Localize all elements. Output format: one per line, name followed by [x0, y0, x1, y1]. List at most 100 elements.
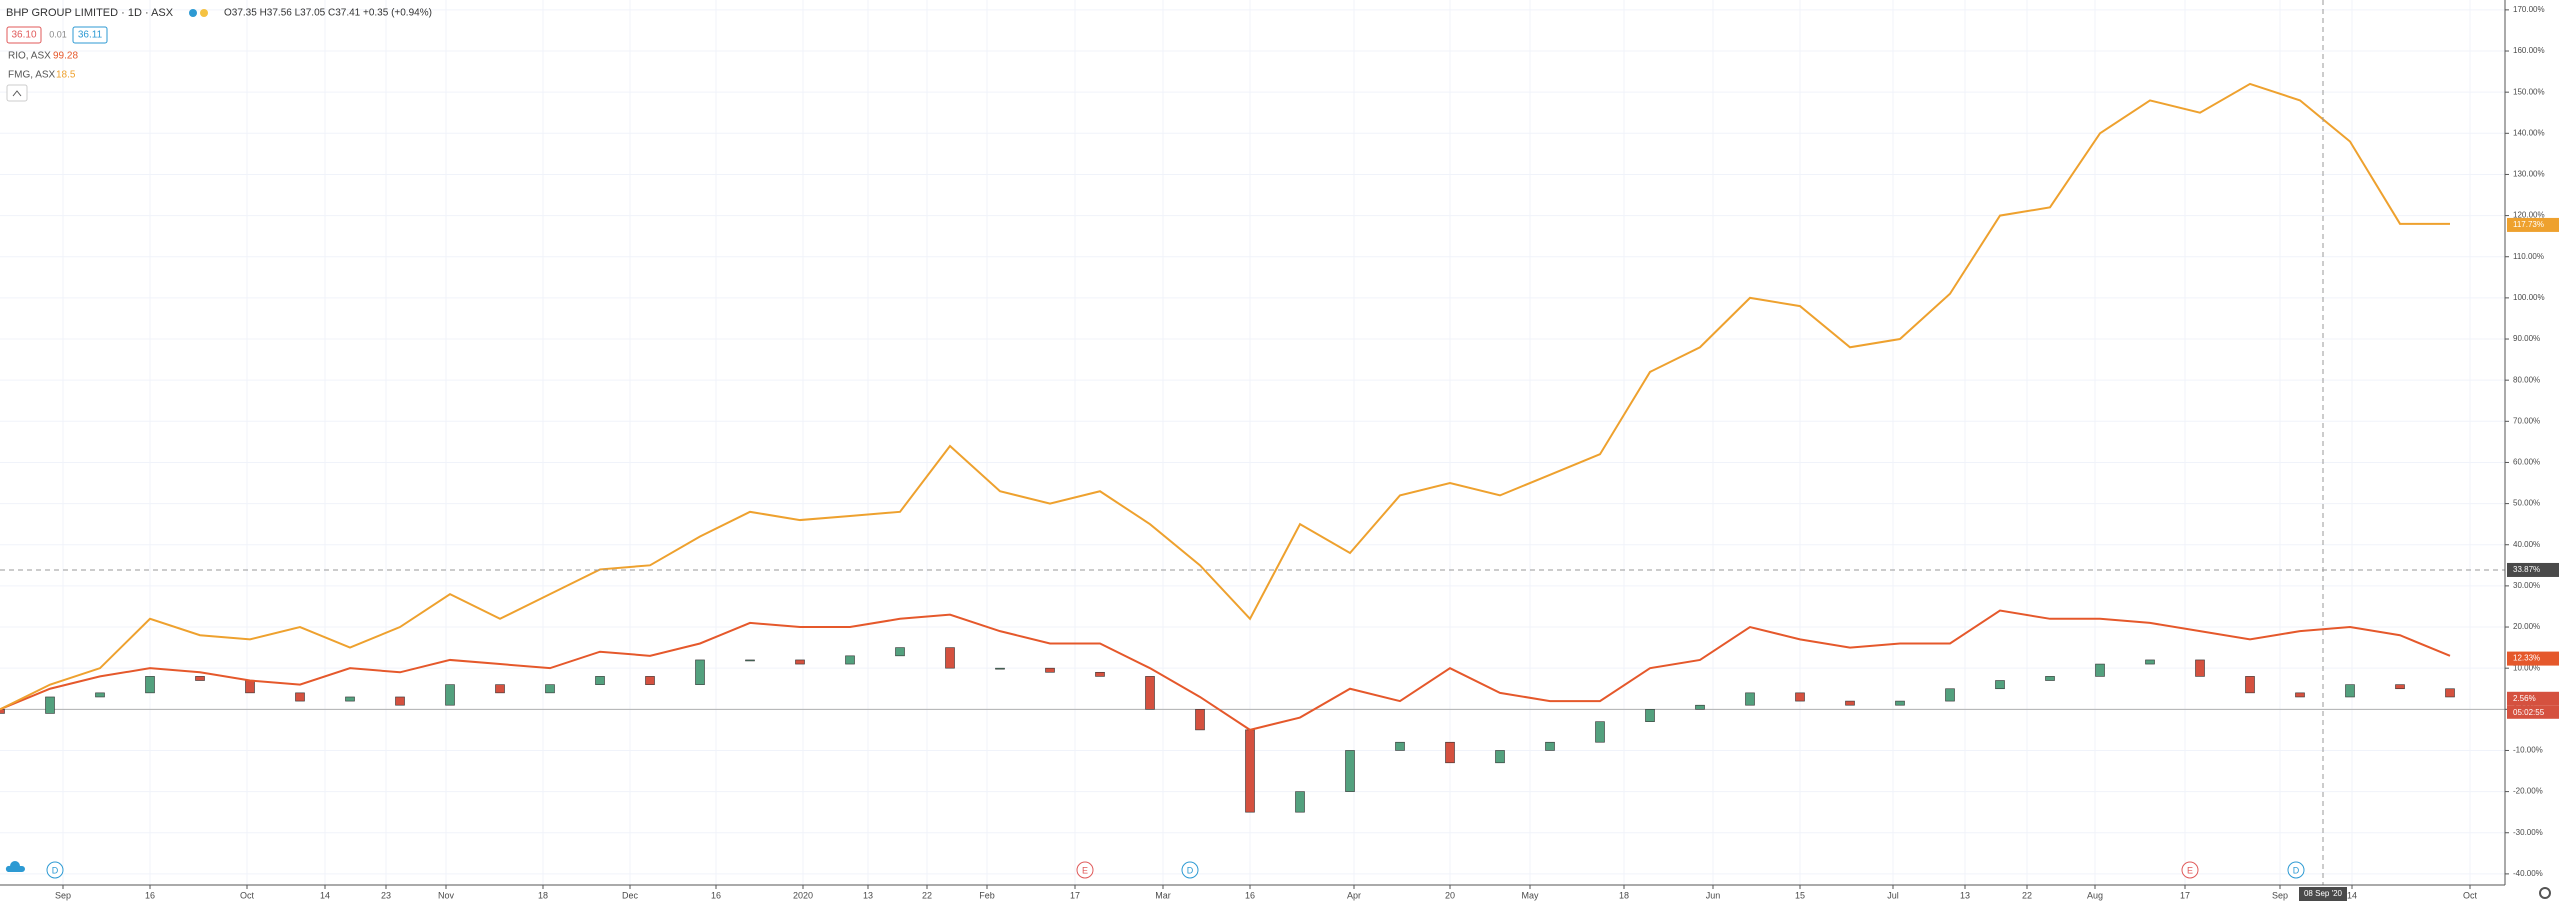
event-label[interactable]: D [2293, 865, 2300, 875]
event-marker[interactable] [1181, 861, 1199, 879]
collapse-icon[interactable] [12, 90, 22, 97]
candle [1995, 680, 2005, 690]
logo[interactable] [5, 861, 26, 872]
candle [1895, 700, 1905, 706]
countdown-badge [2507, 705, 2559, 719]
candle [2295, 692, 2305, 698]
x-tick-label: 17 [1070, 890, 1080, 900]
x-tick-label: Oct [240, 890, 255, 900]
candle [1845, 700, 1855, 706]
x-tick-label: Feb [979, 890, 995, 900]
y-tick-label: 120.00% [2513, 211, 2545, 220]
y-tick-label: 100.00% [2513, 293, 2545, 302]
x-tick-label: Oct [2463, 890, 2478, 900]
y-tick-label: 140.00% [2513, 128, 2545, 137]
candle [795, 659, 805, 665]
x-tick-label: 18 [1619, 890, 1629, 900]
crosshair-y-label: 33.87% [2513, 565, 2540, 574]
x-tick-label: 18 [538, 890, 548, 900]
last-value-badge [2507, 217, 2559, 232]
candle [2095, 663, 2105, 677]
candle [1395, 741, 1405, 751]
event-marker[interactable] [2287, 861, 2305, 879]
legend-price: 99.28 [53, 51, 78, 62]
candle [345, 696, 355, 702]
x-tick-label: 2020 [793, 890, 813, 900]
crosshair-x-label: 08 Sep '20 [2304, 889, 2343, 898]
candle [845, 655, 855, 665]
event-label[interactable]: D [1187, 865, 1194, 875]
candle [2045, 676, 2055, 681]
y-tick-label: -30.00% [2513, 828, 2543, 837]
candle [395, 696, 405, 706]
chart-title: BHP GROUP LIMITED · 1D · ASX [6, 7, 174, 19]
event-marker[interactable] [46, 861, 64, 879]
event-label[interactable]: E [1082, 865, 1088, 875]
candle [1495, 750, 1505, 764]
ask[interactable]: 36.11 [78, 30, 103, 41]
collapse-button[interactable] [6, 84, 28, 102]
countdown: 05:02:55 [2513, 708, 2545, 717]
candle [45, 696, 55, 714]
x-tick-label: Apr [1347, 890, 1361, 900]
y-tick-label: 90.00% [2513, 334, 2540, 343]
candle [945, 647, 955, 669]
y-tick-label: 20.00% [2513, 622, 2540, 631]
candle [1595, 721, 1605, 743]
x-tick-label: 13 [863, 890, 873, 900]
x-tick-label: Dec [622, 890, 639, 900]
candle [1945, 688, 1955, 702]
candle [2345, 684, 2355, 698]
event-marker[interactable] [1076, 861, 1094, 879]
x-tick-label: 20 [1445, 890, 1455, 900]
candle [645, 676, 655, 685]
last-value-label: 12.33% [2513, 654, 2540, 663]
last-value-label: 2.56% [2513, 694, 2536, 703]
y-tick-label: 60.00% [2513, 458, 2540, 467]
event-marker[interactable] [2181, 861, 2199, 879]
last-value-badge [2507, 651, 2559, 666]
candle [2195, 659, 2205, 677]
settings-icon[interactable] [2539, 887, 2551, 899]
candle [95, 692, 105, 698]
x-tick-label: 16 [1245, 890, 1255, 900]
event-label[interactable]: D [52, 865, 59, 875]
candle [445, 684, 455, 706]
candle [1345, 750, 1355, 792]
candle [0, 709, 5, 714]
candle [1645, 709, 1655, 722]
candle [145, 676, 155, 694]
candle [1445, 741, 1455, 764]
y-tick-label: -20.00% [2513, 787, 2543, 796]
y-tick-label: 80.00% [2513, 375, 2540, 384]
candle [2445, 688, 2455, 698]
x-tick-label: 22 [2022, 890, 2032, 900]
y-tick-label: 40.00% [2513, 540, 2540, 549]
candle [295, 692, 305, 702]
x-tick-label: Aug [2087, 890, 2103, 900]
candle [995, 667, 1005, 670]
candle [895, 647, 905, 657]
candle [2145, 659, 2155, 665]
y-tick-label: 30.00% [2513, 581, 2540, 590]
candle [1095, 671, 1105, 677]
candle [1195, 709, 1205, 731]
axes: -40.00%-30.00%-20.00%-10.00%0.00%10.00%2… [55, 5, 2559, 901]
event-label[interactable]: E [2187, 865, 2193, 875]
series-line [0, 609, 2451, 731]
x-tick-label: 22 [922, 890, 932, 900]
candle [695, 659, 705, 685]
x-tick-label: 16 [711, 890, 721, 900]
y-tick-label: 50.00% [2513, 499, 2540, 508]
candle [2395, 684, 2405, 690]
ask-box[interactable] [72, 26, 108, 44]
y-tick-label: 70.00% [2513, 416, 2540, 425]
legend-label: RIO, ASX [8, 51, 51, 62]
bid[interactable]: 36.10 [11, 30, 36, 41]
candle [195, 676, 205, 681]
legend-label: FMG, ASX [8, 70, 56, 81]
bid-box[interactable] [6, 26, 42, 44]
